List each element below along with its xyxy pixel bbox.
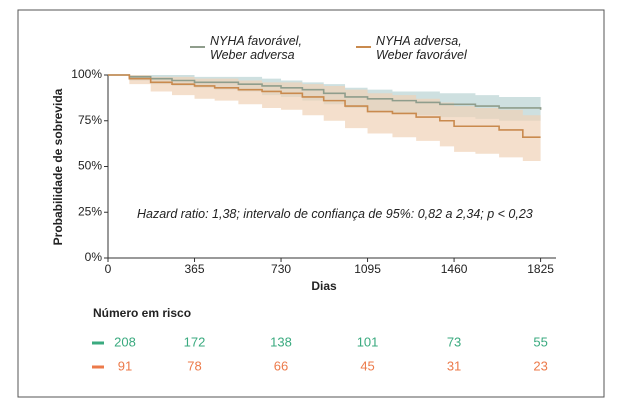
risk-count: 31 [447, 358, 461, 373]
x-axis-label: Dias [311, 279, 337, 293]
survival-line [108, 74, 542, 110]
legend-label: NYHA adversa, Weber favorável [376, 34, 467, 62]
y-tick-label: 25% [78, 204, 102, 218]
risk-count: 23 [533, 358, 547, 373]
y-tick-label: 50% [78, 159, 102, 173]
y-tick-label: 100% [71, 67, 102, 81]
confidence-band [108, 75, 541, 162]
risk-count: 208 [114, 334, 136, 349]
x-tick-label: 0 [105, 262, 112, 276]
risk-count: 55 [533, 334, 547, 349]
risk-title: Número em risco [93, 306, 191, 320]
risk-count: 73 [447, 334, 461, 349]
x-tick-label: 365 [185, 262, 205, 276]
y-tick-label: 75% [78, 113, 102, 127]
x-tick-label: 1095 [354, 262, 381, 276]
risk-count: 172 [184, 334, 206, 349]
x-tick-label: 1460 [441, 262, 468, 276]
risk-count: 45 [360, 358, 374, 373]
risk-count: 138 [270, 334, 292, 349]
risk-count: 101 [357, 334, 379, 349]
legend-label: NYHA favorável, Weber adversa [210, 34, 302, 62]
y-tick-label: 0% [85, 250, 103, 264]
x-tick-label: 1825 [527, 262, 554, 276]
annotation: Hazard ratio: 1,38; intervalo de confian… [137, 207, 533, 221]
y-axis-label: Probabilidade de sobrevida [51, 88, 65, 245]
risk-count: 66 [274, 358, 288, 373]
survival-line [108, 74, 541, 139]
x-tick-label: 730 [271, 262, 291, 276]
frame [17, 9, 605, 398]
risk-count: 78 [187, 358, 201, 373]
risk-count: 91 [118, 358, 132, 373]
